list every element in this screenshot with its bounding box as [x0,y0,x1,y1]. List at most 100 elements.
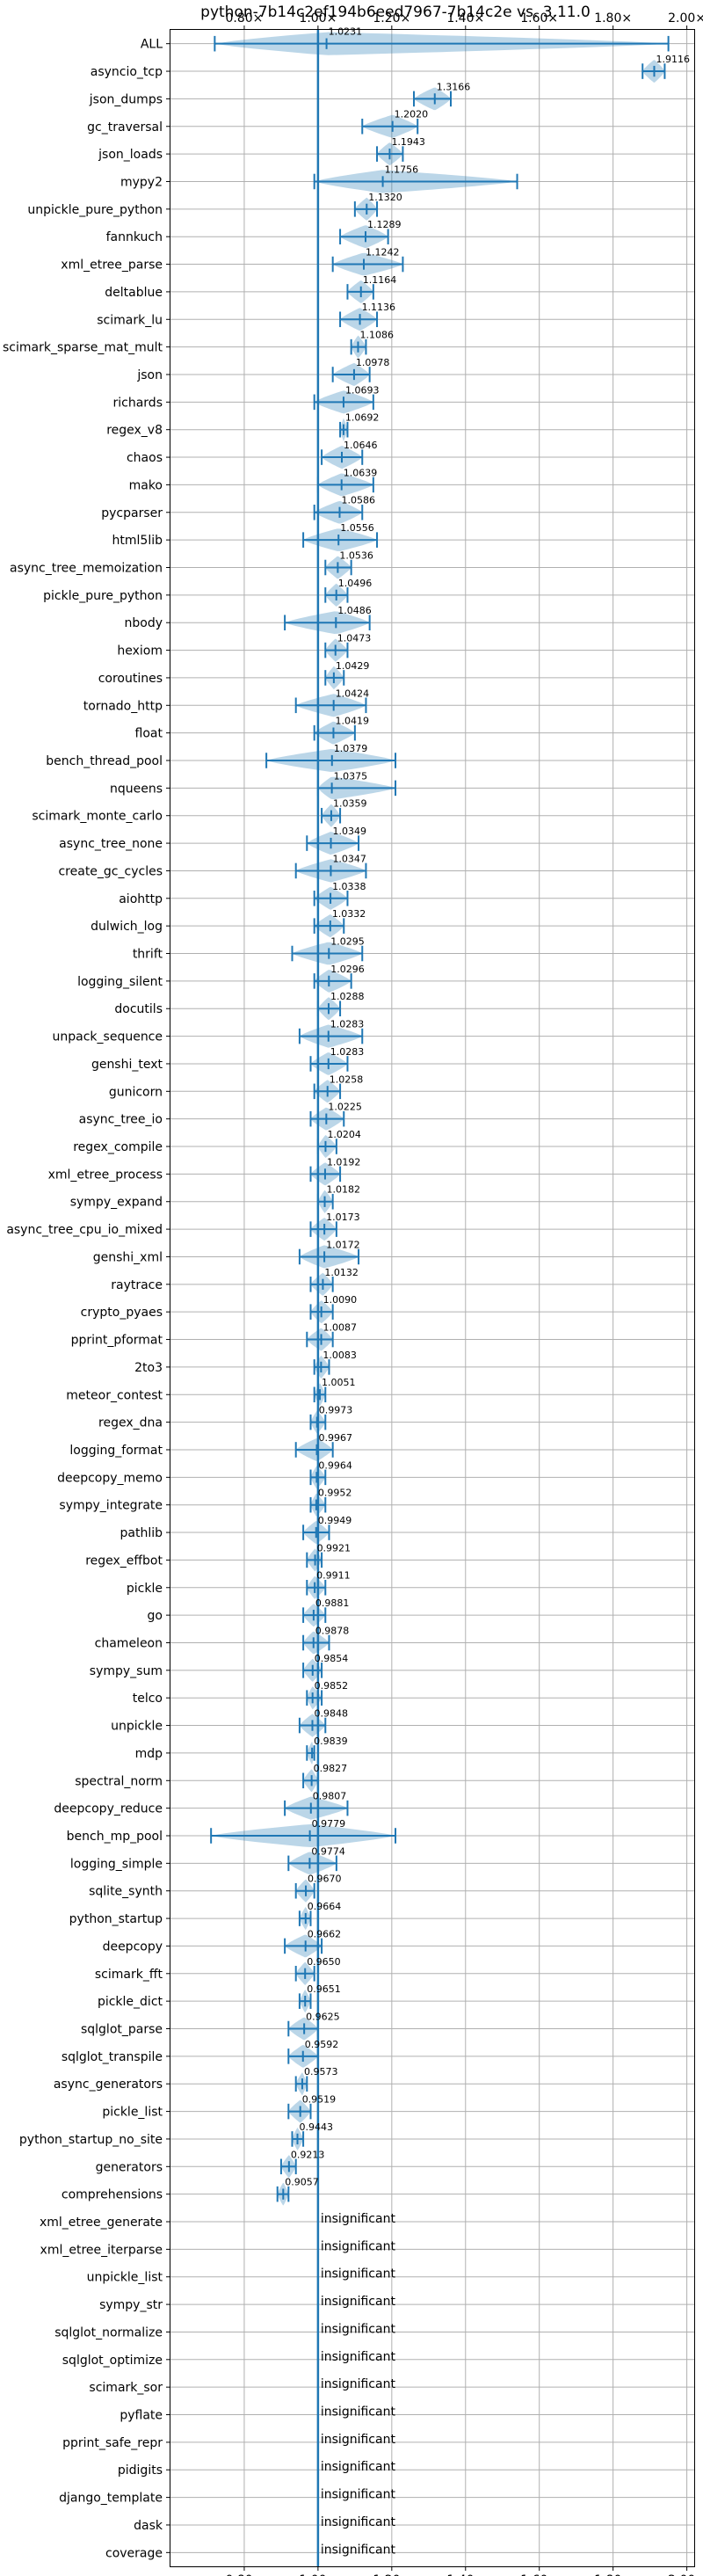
benchmark-label: json_loads [98,148,163,162]
value-label: 1.0182 [327,1184,361,1196]
benchmark-label: sympy_str [99,2298,163,2312]
value-label: 1.0429 [336,660,370,672]
value-label: 1.0639 [344,467,378,478]
benchmark-label: xml_etree_process [48,1168,163,1182]
insignificant-label: insignificant [321,2322,396,2336]
benchmark-label: sympy_integrate [59,1499,163,1513]
benchmark-label: xml_etree_parse [61,258,163,273]
value-label: 1.0347 [332,853,366,864]
benchmark-label: sqlglot_transpile [62,2050,163,2064]
benchmark-label: python_startup_no_site [19,2133,163,2147]
value-label: 1.0283 [330,1019,365,1030]
benchmark-label: pickle_list [102,2106,163,2120]
value-label: 1.1164 [363,274,397,286]
value-label: 1.1136 [362,302,396,313]
value-label: 1.0536 [339,549,373,561]
benchmark-label: 2to3 [134,1361,163,1375]
insignificant-label: insignificant [321,2267,396,2281]
value-label: 0.9854 [315,1653,349,1664]
value-label: 1.0693 [345,384,380,396]
benchmark-label: regex_effbot [85,1554,163,1568]
value-label: 0.9973 [319,1405,353,1416]
x-tick-label: 0.80× [225,11,263,25]
benchmark-label: deltablue [105,286,163,300]
benchmark-label: django_template [59,2492,163,2506]
axes-frame [170,29,695,2567]
insignificant-label: insignificant [321,2543,396,2557]
benchmark-label: ALL [141,38,163,52]
value-label: 1.0087 [323,1322,358,1334]
insignificant-label: insignificant [321,2377,396,2391]
value-label: 0.9057 [285,2177,319,2188]
benchmark-label: regex_dna [98,1416,163,1430]
benchmark-label: nbody [125,616,163,630]
value-label: 0.9519 [302,2094,337,2106]
benchmark-label: async_tree_none [59,837,163,851]
benchmark-label: gc_traversal [87,120,163,135]
benchmark-label: scimark_monte_carlo [32,810,163,824]
value-label: 0.9967 [319,1432,353,1444]
value-label: 0.9664 [308,1901,342,1912]
benchmark-label: dask [134,2519,163,2533]
benchmark-label: hexiom [117,644,163,659]
value-label: 0.9651 [307,1983,341,1995]
value-label: 1.0295 [330,935,365,947]
value-label: 1.0332 [332,908,366,920]
value-label: 1.1756 [385,164,419,175]
value-label: 1.0192 [327,1156,361,1168]
value-label: 1.0556 [340,522,374,534]
value-labels: 1.0231 1.9116 1.3166 1.2020 1.1943 1.1756 1.13… [285,26,690,2558]
value-label: 1.0419 [335,716,369,727]
benchmark-label: html5lib [112,534,163,548]
benchmark-label: deepcopy_memo [57,1471,163,1485]
benchmark-label: unpickle_pure_python [27,203,163,217]
benchmark-label: asyncio_tcp [91,65,163,79]
value-label: 1.0204 [327,1129,361,1140]
benchmark-label: meteor_contest [66,1388,163,1402]
value-label: 0.9213 [291,2149,325,2160]
benchmark-label: pidigits [118,2463,163,2478]
benchmark-label: logging_simple [70,1857,163,1871]
value-label: 1.0083 [323,1350,357,1361]
insignificant-label: insignificant [321,2433,396,2447]
benchmark-label: float [135,727,163,741]
value-label: 1.0338 [332,881,366,892]
x-tick-label: 1.60× [520,2573,558,2576]
value-label: 0.9650 [307,1956,341,1968]
x-tick-label: 1.60× [520,11,558,25]
benchmark-label: richards [113,396,163,410]
value-label: 1.0486 [337,605,372,616]
benchmark-label: sqlite_synth [89,1885,163,1899]
benchmark-label: bench_thread_pool [46,754,163,768]
value-label: 1.1242 [366,247,400,258]
x-tick-label: 0.80× [225,2573,263,2576]
benchmark-label: pathlib [120,1526,163,1540]
x-axis-top-ticks: 0.80× 1.00× 1.20× 1.40× 1.60× 1.80× 2.00× [225,11,703,30]
benchmark-label: sqlglot_normalize [54,2325,163,2340]
benchmark-label: logging_format [69,1444,163,1458]
value-label: 1.0172 [326,1239,360,1250]
benchmark-label: pprint_safe_repr [62,2436,163,2450]
benchmark-label: deepcopy [103,1939,163,1954]
value-label: 1.0496 [338,578,373,589]
benchmark-label: logging_silent [77,975,163,989]
benchmark-label: xml_etree_generate [40,2216,163,2230]
value-label: 0.9852 [315,1680,349,1692]
benchmark-label: mdp [135,1747,163,1761]
benchmark-label: sqlglot_optimize [62,2354,163,2368]
insignificant-label: insignificant [321,2350,396,2364]
value-label: 0.9779 [312,1818,346,1830]
benchmark-label: pyflate [120,2409,163,2423]
value-label: 0.9670 [308,1874,342,1885]
chart-title: python-7b14c2ef194b6eed7967-7b14c2e vs. … [200,4,591,21]
benchmark-label: scimark_lu [97,313,163,327]
benchmark-label: unpickle [111,1720,163,1734]
value-label: 1.0473 [337,633,372,644]
benchmark-label: xml_etree_iterparse [40,2243,163,2257]
value-label: 0.9848 [315,1708,349,1720]
benchmark-label: dulwich_log [91,920,163,934]
benchmark-label: json [136,368,163,382]
benchmark-label: telco [133,1692,163,1706]
value-label: 0.9949 [318,1515,352,1526]
